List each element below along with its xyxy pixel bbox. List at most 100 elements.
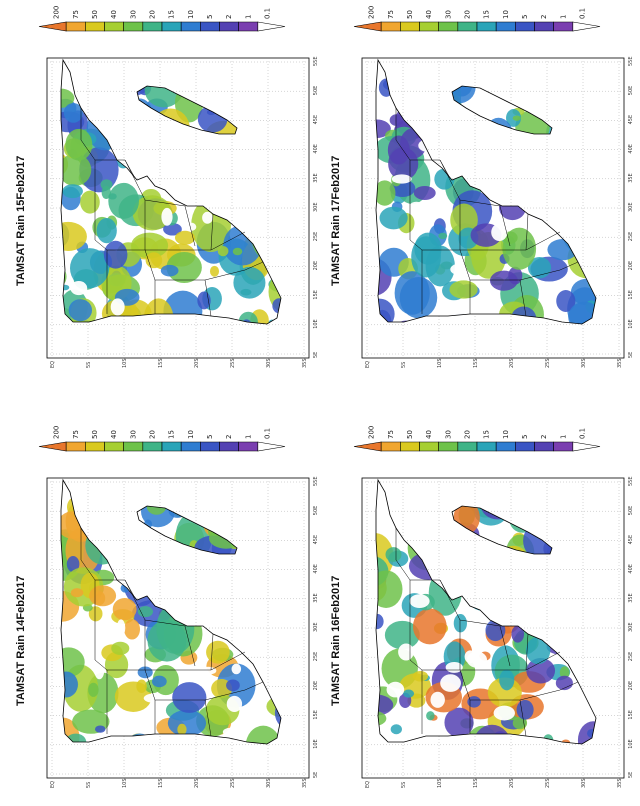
colorbar-label: 200 bbox=[53, 6, 61, 19]
colorbar-label: 10 bbox=[187, 10, 195, 19]
colorbar-label: 50 bbox=[406, 10, 414, 19]
lon-tick-label: 10E bbox=[313, 319, 319, 329]
colorbar-label: 15 bbox=[168, 430, 176, 439]
lat-tick-label: 10S bbox=[437, 358, 443, 368]
lon-tick-label: 5E bbox=[628, 772, 634, 778]
colorbar-label: 30 bbox=[444, 10, 452, 19]
colorbar-label: 15 bbox=[483, 10, 491, 19]
lon-tick-label: 25E bbox=[313, 232, 319, 242]
lon-tick-label: 15E bbox=[628, 290, 634, 300]
lat-tick-label: 20S bbox=[509, 778, 515, 788]
colorbar-label: 10 bbox=[187, 430, 195, 439]
lon-tick-label: 40E bbox=[628, 144, 634, 154]
colorbar-label: 15 bbox=[483, 430, 491, 439]
colorbar-label: 20 bbox=[148, 430, 156, 439]
colorbar-label: 5 bbox=[206, 435, 214, 439]
lon-tick-label: 15E bbox=[313, 710, 319, 720]
country-border bbox=[204, 681, 264, 701]
lon-tick-label: 30E bbox=[313, 622, 319, 632]
country-border bbox=[409, 580, 423, 734]
country-border bbox=[409, 160, 423, 314]
lon-tick-label: 20E bbox=[313, 681, 319, 691]
colorbar-label: 200 bbox=[368, 426, 376, 439]
country-border bbox=[525, 651, 561, 671]
colorbar-label: 15 bbox=[168, 10, 176, 19]
country-border bbox=[184, 205, 196, 247]
lat-tick-label: 5S bbox=[401, 362, 407, 368]
lon-tick-label: 5E bbox=[313, 352, 319, 358]
colorbar-label: 1 bbox=[559, 435, 567, 439]
lon-tick-label: 35E bbox=[628, 593, 634, 603]
lon-tick-label: 25E bbox=[313, 652, 319, 662]
lon-tick-label: 40E bbox=[313, 144, 319, 154]
lat-tick-label: 5S bbox=[86, 782, 92, 788]
lat-tick-label: 20S bbox=[194, 358, 200, 368]
map-area: EQ 5S 10S 15S 20S 25S 30S 35S 5E 10E 15E 20E 25E 30E 3… bbox=[361, 56, 634, 368]
colorbar-label: 30 bbox=[129, 430, 137, 439]
country-border bbox=[519, 261, 579, 281]
lon-tick-label: 40E bbox=[313, 564, 319, 574]
lon-tick-label: 10E bbox=[628, 739, 634, 749]
country-border bbox=[499, 625, 511, 667]
lon-tick-label: 50E bbox=[628, 506, 634, 516]
lon-tick-label: 30E bbox=[313, 202, 319, 212]
lon-tick-label: 45E bbox=[313, 115, 319, 125]
colorbar: 200 75 50 40 30 20 15 10 5 2 1 0.1 bbox=[38, 426, 286, 452]
colorbar-label: 0.1 bbox=[578, 8, 586, 19]
lat-tick-label: 10S bbox=[122, 358, 128, 368]
lon-tick-label: 45E bbox=[628, 115, 634, 125]
lon-tick-label: 15E bbox=[313, 290, 319, 300]
lat-tick-label: 5S bbox=[401, 782, 407, 788]
lon-tick-label: 20E bbox=[628, 681, 634, 691]
lon-tick-label: 40E bbox=[628, 564, 634, 574]
lon-tick-label: 10E bbox=[628, 319, 634, 329]
lat-tick-label: 15S bbox=[473, 358, 479, 368]
country-border bbox=[144, 199, 186, 207]
lon-tick-label: 50E bbox=[313, 86, 319, 96]
lat-tick-label: 15S bbox=[158, 358, 164, 368]
lat-tick-label: 30S bbox=[266, 358, 272, 368]
lon-tick-label: 5E bbox=[628, 352, 634, 358]
lat-tick-label: EQ bbox=[50, 781, 56, 788]
lat-tick-label: 15S bbox=[473, 778, 479, 788]
lon-tick-label: 50E bbox=[313, 506, 319, 516]
lon-tick-label: 30E bbox=[628, 622, 634, 632]
country-border bbox=[210, 231, 246, 251]
lat-tick-label: 35S bbox=[617, 358, 623, 368]
country-border bbox=[519, 681, 579, 701]
lat-tick-label: 10S bbox=[437, 778, 443, 788]
colorbar-swatch bbox=[257, 21, 286, 32]
colorbar-label: 40 bbox=[110, 430, 118, 439]
country-border bbox=[459, 199, 501, 207]
country-border bbox=[499, 205, 511, 247]
country-border bbox=[204, 261, 264, 281]
country-border bbox=[525, 231, 561, 251]
country-border bbox=[459, 619, 501, 627]
lon-tick-label: 30E bbox=[628, 202, 634, 212]
lat-tick-label: 25S bbox=[230, 358, 236, 368]
map-panel-17feb: TAMSAT Rain 17Feb2017 200 75 50 40 30 20 15 10 5… bbox=[330, 0, 634, 380]
lon-tick-label: 45E bbox=[313, 535, 319, 545]
lat-tick-label: 30S bbox=[581, 778, 587, 788]
lon-tick-label: 5E bbox=[313, 772, 319, 778]
colorbar-label: 1 bbox=[559, 15, 567, 19]
colorbar-label: 30 bbox=[129, 10, 137, 19]
colorbar-label: 75 bbox=[72, 10, 80, 19]
lat-tick-label: 30S bbox=[581, 358, 587, 368]
lon-tick-label: 35E bbox=[313, 593, 319, 603]
lat-tick-label: 35S bbox=[302, 358, 308, 368]
colorbar-label: 5 bbox=[521, 435, 529, 439]
lat-tick-label: 5S bbox=[86, 362, 92, 368]
lon-tick-label: 25E bbox=[628, 652, 634, 662]
lat-tick-label: 35S bbox=[617, 778, 623, 788]
colorbar-label: 5 bbox=[206, 15, 214, 19]
lon-tick-label: 55E bbox=[628, 56, 634, 66]
map-panel-14feb: TAMSAT Rain 14Feb2017 200 75 50 40 30 20 15 10 5… bbox=[15, 420, 319, 800]
colorbar-swatch bbox=[572, 21, 601, 32]
map-panel-16feb: TAMSAT Rain 16Feb2017 200 75 50 40 30 20 15 10 5… bbox=[330, 420, 634, 800]
country-border bbox=[184, 625, 196, 667]
colorbar-label: 0.1 bbox=[263, 428, 271, 439]
country-border bbox=[144, 619, 186, 627]
colorbar-label: 30 bbox=[444, 430, 452, 439]
colorbar-label: 2 bbox=[540, 435, 548, 439]
